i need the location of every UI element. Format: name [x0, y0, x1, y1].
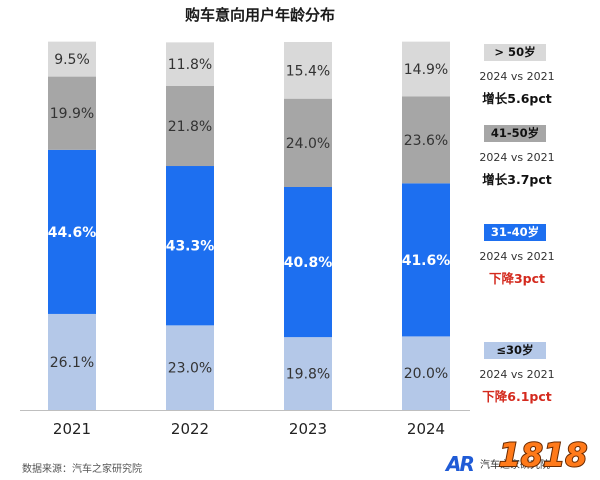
legend-compare-0: 2024 vs 2021 [479, 70, 555, 83]
bar-segment-2024-series-2 [402, 96, 450, 184]
data-label-2022-series-0: 23.0% [168, 361, 212, 377]
data-label-2023-series-1: 40.8% [284, 255, 333, 271]
legend-change-3: 下降6.1pct [482, 389, 552, 404]
x-tick-label-2023: 2023 [289, 420, 327, 438]
data-label-2021-series-1: 44.6% [48, 225, 97, 241]
legend-change-1: 增长3.7pct [482, 172, 552, 187]
bar-segment-2023-series-2 [284, 98, 332, 187]
bar-segment-2023-series-1 [284, 186, 332, 338]
bar-segment-2021-series-3 [48, 41, 96, 77]
x-tick-label-2022: 2022 [171, 420, 209, 438]
chart-title: 购车意向用户年龄分布 [184, 6, 335, 24]
bar-segment-2024-series-3 [402, 41, 450, 97]
logo-mark: AR [446, 452, 475, 476]
data-label-2021-series-0: 26.1% [50, 355, 94, 371]
data-label-2023-series-3: 15.4% [286, 63, 330, 79]
data-label-2023-series-2: 24.0% [286, 136, 330, 152]
logo-text: 汽车之家研究院 [480, 460, 550, 471]
bar-segment-2021-series-2 [48, 76, 96, 150]
data-label-2021-series-2: 19.9% [50, 106, 94, 122]
legend-swatch-1: 41-50岁 [484, 125, 546, 142]
bar-segment-2023-series-0 [284, 337, 332, 410]
bar-segment-2022-series-3 [166, 42, 214, 86]
legend-change-0: 增长5.6pct [482, 91, 552, 106]
data-label-2022-series-1: 43.3% [166, 239, 215, 255]
x-tick-label-2024: 2024 [407, 420, 445, 438]
data-label-2024-series-1: 41.6% [402, 253, 451, 269]
data-label-2024-series-0: 20.0% [404, 366, 448, 382]
bar-segment-2021-series-0 [48, 313, 96, 410]
legend-change-2: 下降3pct [488, 271, 546, 286]
bar-segment-2022-series-1 [166, 166, 214, 326]
bar-segment-2024-series-1 [402, 183, 450, 337]
legend-compare-3: 2024 vs 2021 [479, 368, 555, 381]
bar-segment-2021-series-1 [48, 149, 96, 314]
legend-swatch-2: 31-40岁 [484, 224, 546, 241]
bar-segment-2022-series-2 [166, 85, 214, 167]
data-label-2023-series-0: 19.8% [286, 367, 330, 383]
data-label-2024-series-3: 14.9% [404, 62, 448, 78]
bar-segment-2023-series-3 [284, 42, 332, 99]
data-label-2021-series-3: 9.5% [54, 52, 90, 68]
bar-segment-2024-series-0 [402, 336, 450, 410]
x-tick-label-2021: 2021 [53, 420, 91, 438]
data-label-2022-series-2: 21.8% [168, 119, 212, 135]
watermark-badge: 1818 [497, 435, 588, 475]
watermark-badge-text: 1818 [498, 436, 587, 474]
bar-segment-2022-series-0 [166, 325, 214, 410]
data-label-2022-series-3: 11.8% [168, 57, 212, 73]
legend-compare-1: 2024 vs 2021 [479, 151, 555, 164]
legend-compare-2: 2024 vs 2021 [479, 250, 555, 263]
data-label-2024-series-2: 23.6% [404, 133, 448, 149]
legend-swatch-3: ≤30岁 [484, 342, 546, 359]
legend-swatch-0: > 50岁 [484, 44, 546, 61]
data-source-note: 数据来源：汽车之家研究院 [22, 464, 142, 475]
research-institute-logo: AR 汽车之家研究院 [446, 450, 596, 478]
